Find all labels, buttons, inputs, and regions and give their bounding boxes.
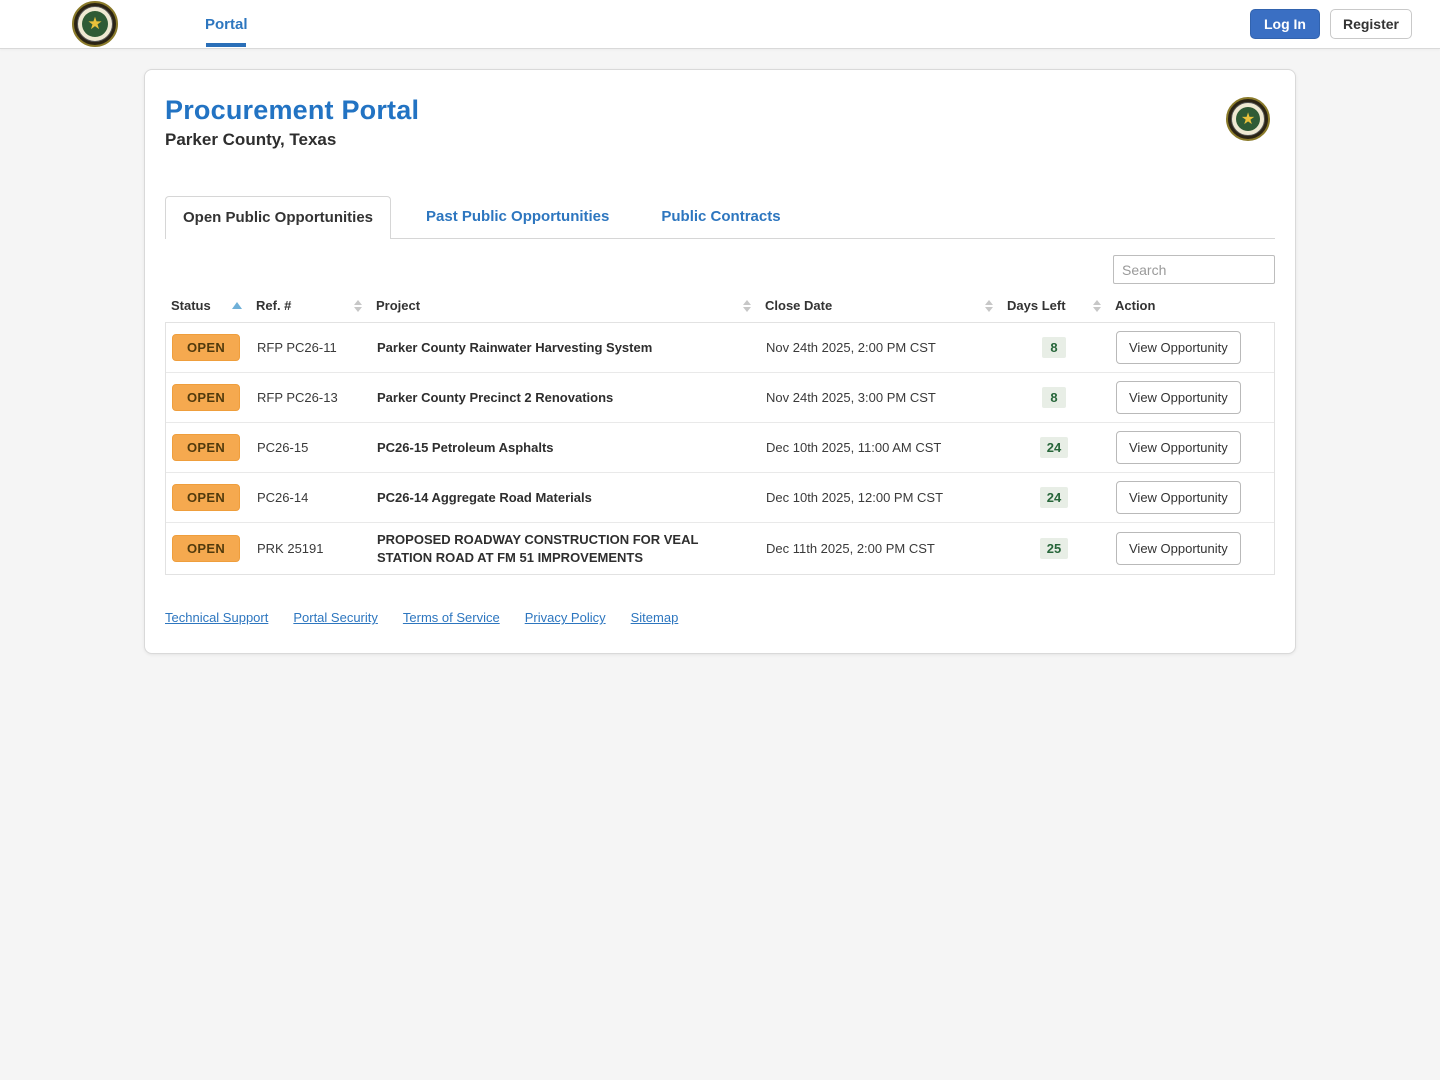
county-seal-star-icon: ★: [82, 11, 108, 37]
navbar-brand-logo[interactable]: ★: [72, 1, 118, 47]
column-label-close-date: Close Date: [765, 298, 833, 313]
status-cell: OPEN: [166, 426, 251, 469]
project-cell: PC26-15 Petroleum Asphalts: [377, 439, 554, 455]
days-left-cell: 25: [1002, 530, 1110, 567]
close-date-cell: Dec 10th 2025, 12:00 PM CST: [766, 490, 944, 505]
tab-public-contracts[interactable]: Public Contracts: [661, 208, 781, 225]
ref-cell: PC26-15: [257, 440, 309, 455]
login-button[interactable]: Log In: [1249, 9, 1320, 39]
days-left-badge: 24: [1039, 487, 1069, 508]
column-header-close-date[interactable]: Close Date: [759, 298, 1001, 313]
column-label-status: Status: [171, 298, 211, 313]
table-row: OPEN RFP PC26-13 Parker County Precinct …: [166, 373, 1274, 423]
column-header-action: Action: [1109, 298, 1275, 313]
days-left-badge: 24: [1039, 437, 1069, 458]
close-date-cell: Dec 10th 2025, 11:00 AM CST: [766, 440, 942, 455]
ref-cell: PRK 25191: [257, 541, 324, 557]
page-title: Procurement Portal: [165, 95, 420, 125]
status-badge: OPEN: [172, 334, 241, 361]
opportunities-table: OPEN RFP PC26-11 Parker County Rainwater…: [165, 322, 1275, 576]
tab-past-public-opportunities[interactable]: Past Public Opportunities: [426, 208, 610, 225]
table-header-row: Status Ref. # Project Close Date Days Le…: [165, 290, 1275, 322]
action-cell: View Opportunity: [1110, 373, 1274, 422]
column-header-ref[interactable]: Ref. #: [250, 298, 370, 313]
view-opportunity-button[interactable]: View Opportunity: [1116, 331, 1241, 364]
view-opportunity-button[interactable]: View Opportunity: [1116, 431, 1241, 464]
project-cell: Parker County Rainwater Harvesting Syste…: [377, 339, 653, 355]
action-cell: View Opportunity: [1110, 323, 1274, 372]
nav-item-portal[interactable]: Portal: [203, 0, 250, 49]
sort-icon: [743, 299, 751, 312]
project-cell: PC26-14 Aggregate Road Materials: [377, 489, 592, 505]
procurement-portal-card: Procurement Portal Parker County, Texas …: [144, 69, 1296, 655]
nav-active-underline: [206, 42, 247, 47]
county-seal-icon: ★: [72, 1, 118, 47]
days-left-badge: 8: [1042, 387, 1066, 408]
action-cell: View Opportunity: [1110, 473, 1274, 522]
status-badge: OPEN: [172, 384, 241, 411]
card-county-seal-icon: ★: [1226, 97, 1270, 141]
view-opportunity-button[interactable]: View Opportunity: [1116, 481, 1241, 514]
table-row: OPEN PC26-14 PC26-14 Aggregate Road Mate…: [166, 473, 1274, 523]
column-label-ref: Ref. #: [256, 298, 292, 313]
view-opportunity-button[interactable]: View Opportunity: [1116, 532, 1241, 566]
status-badge: OPEN: [172, 484, 241, 511]
status-cell: OPEN: [166, 376, 251, 419]
status-cell: OPEN: [166, 476, 251, 519]
sort-asc-icon: [232, 302, 242, 309]
footer-link-technical-support[interactable]: Technical Support: [165, 610, 269, 626]
action-cell: View Opportunity: [1110, 524, 1274, 573]
column-label-project: Project: [376, 298, 421, 313]
days-left-cell: 8: [1002, 379, 1110, 416]
close-date-cell: Nov 24th 2025, 2:00 PM CST: [766, 340, 936, 355]
table-row: OPEN PRK 25191 PROPOSED ROADWAY CONSTRUC…: [166, 523, 1274, 575]
table-row: OPEN RFP PC26-11 Parker County Rainwater…: [166, 323, 1274, 373]
search-input[interactable]: [1113, 255, 1275, 284]
sort-icon: [354, 299, 362, 312]
ref-cell: RFP PC26-11: [257, 340, 337, 355]
search-row: [165, 255, 1275, 284]
project-cell: PROPOSED ROADWAY CONSTRUCTION FOR VEAL S…: [377, 532, 699, 565]
status-badge: OPEN: [172, 434, 241, 461]
sort-icon: [985, 299, 993, 312]
sort-icon: [1093, 299, 1101, 312]
card-footer-links: Technical Support Portal Security Terms …: [165, 610, 1275, 631]
register-button[interactable]: Register: [1329, 9, 1412, 39]
tab-bar: Open Public Opportunities Past Public Op…: [165, 196, 1275, 239]
ref-cell: RFP PC26-13: [257, 390, 338, 405]
table-row: OPEN PC26-15 PC26-15 Petroleum Asphalts …: [166, 423, 1274, 473]
county-seal-ring-small: ★: [1231, 102, 1265, 136]
top-navbar: ★ Portal Log In Register: [0, 0, 1440, 49]
county-seal-star-icon-small: ★: [1236, 107, 1260, 131]
footer-link-portal-security[interactable]: Portal Security: [293, 610, 378, 626]
column-header-project[interactable]: Project: [370, 298, 759, 313]
page-subtitle: Parker County, Texas: [165, 130, 337, 149]
days-left-cell: 24: [1002, 479, 1110, 516]
nav-portal-label: Portal: [205, 15, 248, 33]
county-seal-icon-small: ★: [1226, 97, 1270, 141]
status-badge: OPEN: [172, 535, 241, 563]
footer-link-sitemap[interactable]: Sitemap: [630, 610, 679, 626]
project-cell: Parker County Precinct 2 Renovations: [377, 389, 614, 405]
days-left-badge: 25: [1039, 538, 1069, 560]
footer-link-privacy-policy[interactable]: Privacy Policy: [524, 610, 606, 626]
column-label-action: Action: [1115, 298, 1156, 313]
days-left-cell: 24: [1002, 429, 1110, 466]
status-cell: OPEN: [166, 326, 251, 369]
ref-cell: PC26-14: [257, 490, 309, 505]
tab-open-public-opportunities[interactable]: Open Public Opportunities: [165, 196, 392, 239]
close-date-cell: Dec 11th 2025, 2:00 PM CST: [766, 541, 935, 557]
action-cell: View Opportunity: [1110, 423, 1274, 472]
column-header-days-left[interactable]: Days Left: [1001, 298, 1109, 313]
column-label-days-left: Days Left: [1007, 298, 1066, 313]
county-seal-ring: ★: [77, 6, 113, 42]
days-left-cell: 8: [1002, 329, 1110, 366]
footer-link-terms-of-service[interactable]: Terms of Service: [402, 610, 500, 626]
status-cell: OPEN: [166, 527, 251, 570]
close-date-cell: Nov 24th 2025, 3:00 PM CST: [766, 390, 936, 405]
column-header-status[interactable]: Status: [165, 298, 250, 313]
navbar-actions: Log In Register: [1249, 9, 1412, 39]
view-opportunity-button[interactable]: View Opportunity: [1116, 381, 1241, 414]
days-left-badge: 8: [1042, 337, 1066, 358]
